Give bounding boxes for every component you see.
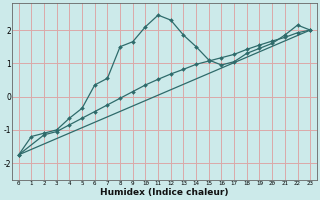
X-axis label: Humidex (Indice chaleur): Humidex (Indice chaleur) [100, 188, 229, 197]
